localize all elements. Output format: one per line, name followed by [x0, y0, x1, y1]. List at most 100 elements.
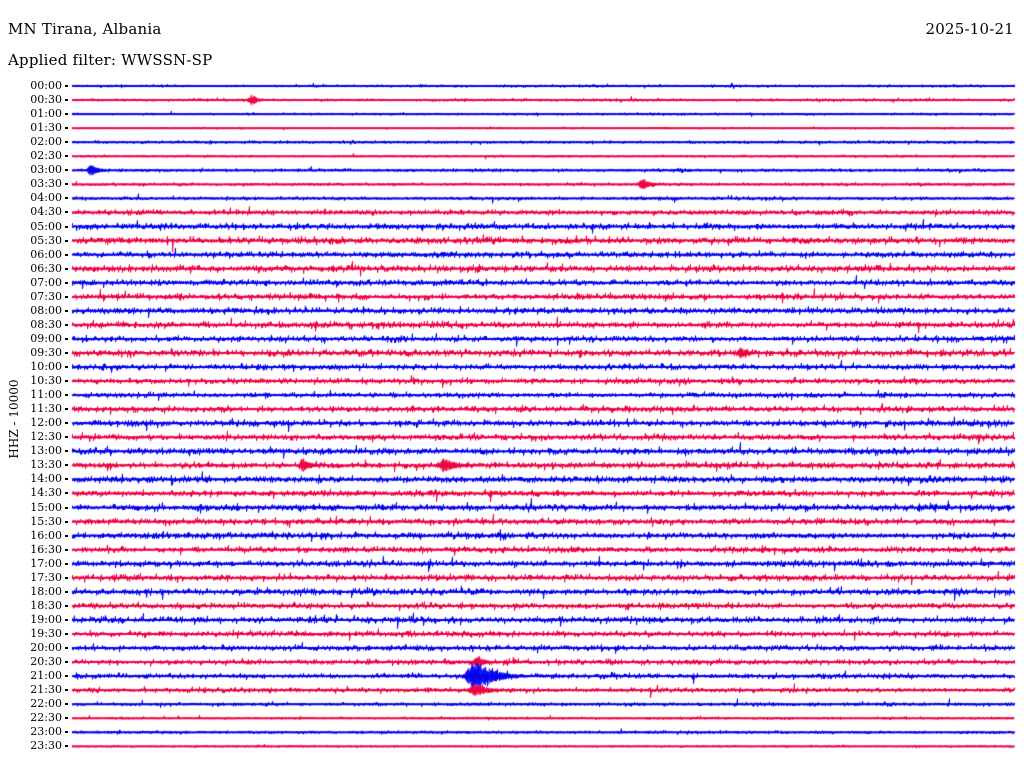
row-tick-mark — [65, 464, 68, 467]
row-tick-mark — [65, 85, 68, 87]
time-label-row: 08:30 — [30, 317, 62, 331]
row-tick-mark — [65, 366, 68, 368]
row-tick-mark — [65, 562, 68, 565]
row-tick-mark — [65, 534, 68, 537]
time-label-row: 21:00 — [30, 669, 62, 683]
time-label-row: 00:00 — [30, 79, 62, 92]
row-tick-mark — [65, 632, 68, 635]
row-tick-mark — [65, 520, 68, 523]
time-label-row: 19:30 — [30, 626, 62, 640]
time-label-row: 20:00 — [30, 641, 62, 654]
row-tick-mark — [65, 267, 68, 270]
time-label-row: 03:30 — [30, 177, 62, 191]
row-tick-mark — [65, 225, 68, 228]
row-tick-mark — [65, 604, 68, 607]
row-tick-mark — [65, 731, 68, 734]
time-label-row: 08:00 — [30, 303, 62, 317]
time-label-row: 03:00 — [30, 163, 62, 177]
time-label-row: 20:30 — [30, 655, 62, 669]
row-tick-mark — [65, 211, 68, 214]
time-label-row: 13:30 — [30, 458, 62, 472]
row-tick-mark — [65, 394, 68, 397]
row-tick-mark — [65, 141, 68, 144]
time-label-row: 09:30 — [30, 345, 62, 359]
row-tick-mark — [65, 703, 68, 706]
time-label-row: 00:30 — [30, 93, 62, 107]
seismogram-traces — [0, 80, 1024, 770]
row-tick-mark — [65, 422, 68, 425]
row-tick-mark — [65, 689, 68, 692]
row-tick-mark — [65, 717, 68, 720]
time-label-row: 17:00 — [30, 556, 62, 570]
time-label-row: 16:00 — [30, 528, 62, 542]
time-label-row: 14:00 — [30, 472, 62, 486]
row-tick-mark — [65, 436, 68, 439]
time-label-row: 11:30 — [30, 402, 62, 416]
row-tick-mark — [65, 408, 68, 411]
time-label-row: 07:00 — [30, 275, 62, 289]
row-tick-mark — [65, 155, 68, 158]
time-label-row: 15:00 — [30, 500, 62, 514]
row-tick-mark — [65, 661, 68, 664]
time-label-row: 22:30 — [30, 711, 62, 725]
row-tick-mark — [65, 675, 68, 678]
time-label-row: 19:00 — [30, 612, 62, 626]
row-tick-mark — [65, 647, 68, 649]
time-label-row: 23:30 — [30, 739, 62, 753]
row-tick-mark — [65, 309, 68, 312]
time-label-row: 17:30 — [30, 570, 62, 584]
time-label-row: 15:30 — [30, 514, 62, 528]
page-title: MN Tirana, Albania — [8, 20, 162, 38]
row-tick-mark — [65, 576, 68, 579]
time-label-row: 01:00 — [30, 107, 62, 121]
row-tick-mark — [65, 478, 68, 481]
time-label-row: 11:00 — [30, 388, 62, 402]
time-label-row: 05:30 — [30, 233, 62, 247]
time-label-row: 23:00 — [30, 725, 62, 739]
row-tick-mark — [65, 548, 68, 551]
time-label-row: 12:00 — [30, 416, 62, 430]
time-label-row: 14:30 — [30, 486, 62, 500]
time-label-row: 22:00 — [30, 697, 62, 711]
time-label-row: 18:00 — [30, 584, 62, 598]
row-tick-mark — [65, 169, 68, 172]
time-label-row: 01:30 — [30, 121, 62, 135]
row-tick-mark — [65, 337, 68, 340]
time-label-row: 09:00 — [30, 331, 62, 345]
row-tick-mark — [65, 295, 68, 298]
row-tick-mark — [65, 590, 68, 593]
row-tick-mark — [65, 492, 68, 495]
row-tick-mark — [65, 253, 68, 256]
time-label-row: 18:30 — [30, 598, 62, 612]
time-label-row: 13:00 — [30, 444, 62, 458]
row-tick-mark — [65, 450, 68, 453]
row-tick-mark — [65, 127, 68, 130]
row-tick-mark — [65, 239, 68, 242]
time-label-row: 04:00 — [30, 191, 62, 205]
time-label-row: 02:00 — [30, 135, 62, 149]
time-label-row: 21:30 — [30, 683, 62, 697]
row-tick-mark — [65, 113, 68, 116]
time-label-row: 10:30 — [30, 374, 62, 388]
row-tick-mark — [65, 351, 68, 354]
row-tick-mark — [65, 745, 68, 748]
row-tick-mark — [65, 197, 68, 200]
trace-plot-area: 00:00 00:30 01:00 01:30 02:00 02:30 03:00 03:30… — [0, 80, 1024, 770]
row-tick-mark — [65, 323, 68, 326]
row-tick-mark — [65, 281, 68, 284]
row-tick-mark — [65, 183, 68, 186]
time-label-row: 07:30 — [30, 289, 62, 303]
time-label-row: 10:00 — [30, 360, 62, 373]
time-label-row: 16:30 — [30, 542, 62, 556]
applied-filter-label: Applied filter: WWSSN-SP — [8, 51, 213, 69]
time-label-row: 05:00 — [30, 219, 62, 233]
row-tick-mark — [65, 618, 68, 621]
date-label: 2025-10-21 — [925, 20, 1014, 38]
time-label-row: 06:00 — [30, 247, 62, 261]
time-label-row: 06:30 — [30, 261, 62, 275]
time-label-row: 12:30 — [30, 430, 62, 444]
time-label-row: 04:30 — [30, 205, 62, 219]
row-tick-mark — [65, 99, 68, 102]
row-tick-mark — [65, 506, 68, 509]
